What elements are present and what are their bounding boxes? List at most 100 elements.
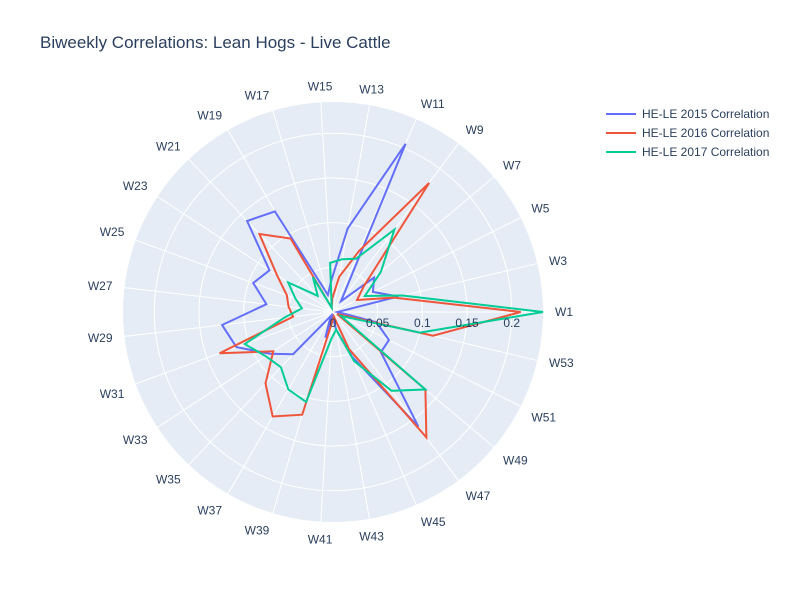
radial-tick-label: 0.2 <box>503 316 520 330</box>
series-point[interactable] <box>263 381 269 387</box>
series-point[interactable] <box>389 388 395 394</box>
series-point[interactable] <box>286 304 292 310</box>
series-point[interactable] <box>272 208 278 214</box>
series-point[interactable] <box>354 297 360 303</box>
series-point[interactable] <box>250 280 256 286</box>
series-point[interactable] <box>403 141 409 147</box>
series-layer[interactable] <box>217 141 546 441</box>
angular-tick-label: W49 <box>503 454 528 468</box>
angular-gridline <box>320 311 334 522</box>
series-point[interactable] <box>357 248 363 254</box>
series-point[interactable] <box>263 353 269 359</box>
series-point[interactable] <box>378 269 384 275</box>
legend-swatch <box>606 131 636 134</box>
angular-gridline <box>272 110 334 313</box>
series-point[interactable] <box>370 289 376 295</box>
series-point[interactable] <box>267 267 273 273</box>
series-point[interactable] <box>422 387 428 393</box>
angular-tick-label: W13 <box>359 82 384 96</box>
angular-gridline <box>124 311 334 337</box>
angular-tick-label: W43 <box>359 530 384 544</box>
angular-axis-labels: W1 W3 W5 W7 W9 W11 W13 W15 W17 W19 W21 W23 W25 W27 W29… <box>88 79 574 546</box>
angular-tick-label: W9 <box>466 123 484 137</box>
radial-tick-label: 0 <box>330 316 337 330</box>
series-point[interactable] <box>263 301 269 307</box>
angular-tick-label: W11 <box>421 97 445 111</box>
angular-tick-label: W45 <box>421 515 446 529</box>
legend[interactable]: HE-LE 2015 Correlation HE-LE 2016 Correla… <box>606 104 769 161</box>
legend-item[interactable]: HE-LE 2017 Correlation <box>606 142 769 161</box>
angular-tick-label: W51 <box>531 411 556 425</box>
legend-swatch <box>606 150 636 153</box>
series-point[interactable] <box>281 315 287 321</box>
series-point[interactable] <box>219 322 225 328</box>
angular-gridline <box>135 239 334 313</box>
series-point[interactable] <box>361 283 367 289</box>
angular-tick-label: W37 <box>197 503 222 517</box>
series-point[interactable] <box>540 309 546 315</box>
series-point[interactable] <box>362 293 368 299</box>
series-point[interactable] <box>244 218 250 224</box>
legend-label: HE-LE 2016 Correlation <box>642 125 770 140</box>
angular-gridline <box>124 287 334 313</box>
angular-tick-label: W31 <box>100 387 125 401</box>
series-point[interactable] <box>290 351 296 357</box>
series-line[interactable] <box>242 226 544 404</box>
series-point[interactable] <box>270 414 276 420</box>
angular-gridline <box>157 196 334 313</box>
radial-tick-label: 0.05 <box>366 316 390 330</box>
series-group[interactable] <box>242 226 546 405</box>
angular-tick-label: W7 <box>503 158 521 172</box>
series-point[interactable] <box>270 348 276 354</box>
series-point[interactable] <box>353 256 359 262</box>
series-point[interactable] <box>256 231 262 237</box>
series-point[interactable] <box>417 330 423 336</box>
series-point[interactable] <box>400 293 406 299</box>
series-point[interactable] <box>426 180 432 186</box>
series-point[interactable] <box>391 227 397 233</box>
angular-tick-label: W47 <box>466 489 491 503</box>
series-point[interactable] <box>336 274 342 280</box>
series-point[interactable] <box>328 336 334 342</box>
series-point[interactable] <box>338 313 344 319</box>
series-point[interactable] <box>278 364 284 370</box>
series-point[interactable] <box>339 256 345 262</box>
legend-item[interactable]: HE-LE 2015 Correlation <box>606 104 769 123</box>
series-point[interactable] <box>329 305 335 311</box>
radial-axis-labels: 0 0.05 0.1 0.15 0.2 <box>330 316 521 330</box>
series-point[interactable] <box>274 272 280 278</box>
series-point[interactable] <box>292 295 298 301</box>
angular-tick-label: W35 <box>156 472 181 486</box>
series-point[interactable] <box>242 341 248 347</box>
series-line[interactable] <box>219 182 521 441</box>
angular-tick-label: W39 <box>245 524 270 538</box>
series-point[interactable] <box>310 274 316 280</box>
angular-gridline <box>135 311 334 385</box>
legend-swatch <box>606 112 636 115</box>
series-point[interactable] <box>288 236 294 242</box>
angular-tick-label: W15 <box>308 79 333 93</box>
series-point[interactable] <box>299 412 305 418</box>
series-point[interactable] <box>345 225 351 231</box>
series-point[interactable] <box>285 386 291 392</box>
series-point[interactable] <box>303 399 309 405</box>
series-point[interactable] <box>299 305 305 311</box>
chart-title: Biweekly Correlations: Lean Hogs - Live … <box>40 33 391 52</box>
legend-label: HE-LE 2017 Correlation <box>642 144 770 159</box>
series-point[interactable] <box>327 260 333 266</box>
series-point[interactable] <box>351 358 357 364</box>
series-point[interactable] <box>217 350 223 356</box>
series-point[interactable] <box>430 333 436 339</box>
series-point[interactable] <box>315 293 321 299</box>
series-point[interactable] <box>423 434 429 440</box>
legend-item[interactable]: HE-LE 2016 Correlation <box>606 123 769 142</box>
angular-tick-label: W17 <box>245 88 270 102</box>
series-point[interactable] <box>386 337 392 343</box>
angular-tick-label: W33 <box>123 433 148 447</box>
series-point[interactable] <box>285 280 291 286</box>
legend-label: HE-LE 2015 Correlation <box>642 106 770 121</box>
series-point[interactable] <box>284 292 290 298</box>
series-group[interactable] <box>217 180 524 441</box>
series-point[interactable] <box>338 298 344 304</box>
